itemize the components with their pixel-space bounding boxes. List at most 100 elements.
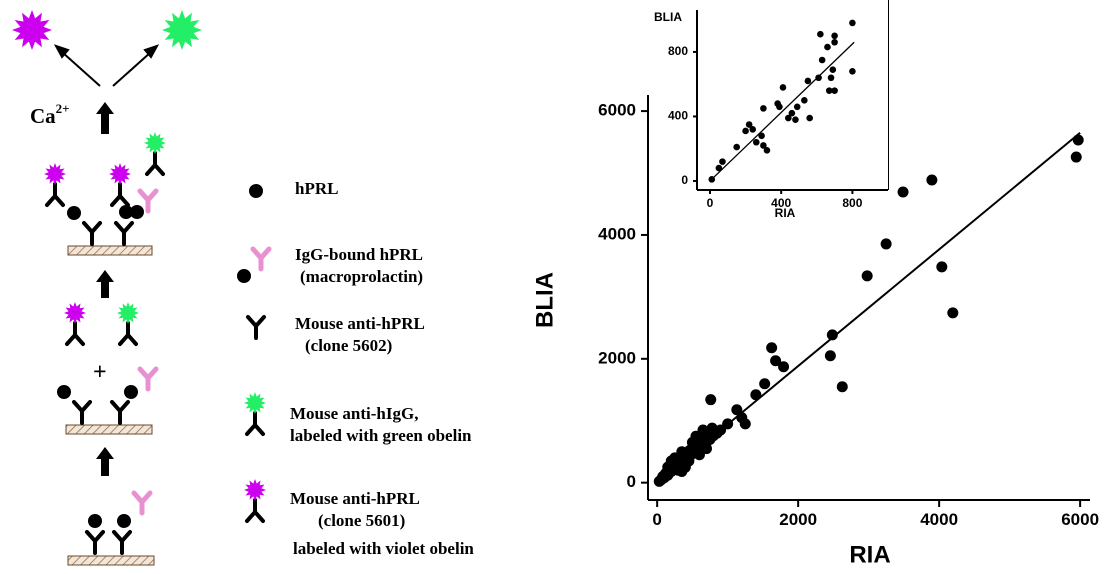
hprl (67, 206, 81, 220)
point (676, 466, 688, 478)
legend-text: labeled with violet obelin (293, 539, 474, 558)
point (785, 114, 792, 122)
obelin-star (244, 392, 266, 414)
point (880, 238, 892, 250)
x-axis-label: RIA (849, 541, 890, 568)
y-axis-label: BLIA (531, 272, 558, 328)
point (742, 127, 749, 135)
point (760, 105, 767, 112)
point (947, 307, 959, 319)
labeled-antibody (145, 151, 165, 176)
ca-text: Ca (30, 104, 56, 128)
ca-charge: 2+ (56, 101, 70, 116)
antibody (110, 400, 130, 425)
point (831, 87, 838, 94)
labeled-antibody (65, 321, 85, 346)
plate (65, 424, 153, 435)
obelin-star (109, 163, 131, 185)
obelin-star (64, 302, 86, 324)
y-tick-label: 2000 (598, 348, 636, 367)
y-tick-label: 400 (668, 109, 688, 123)
point (815, 74, 822, 82)
point (826, 329, 838, 341)
hprl (130, 205, 144, 219)
point (662, 461, 674, 473)
step-arrows (96, 102, 114, 476)
point (701, 443, 713, 455)
antibody (72, 400, 92, 425)
legend-text: (clone 5601) (318, 511, 405, 530)
x-tick-label: 400 (771, 196, 791, 210)
plate (67, 555, 155, 566)
labeled-antibody (110, 182, 130, 207)
point (831, 32, 838, 40)
y-tick-label: 0 (627, 472, 636, 491)
labeled-antibody (245, 498, 265, 523)
point (793, 103, 801, 111)
point (849, 67, 856, 75)
point (936, 261, 948, 273)
legend-text: (macroprolactin) (300, 267, 423, 286)
legend-text: hPRL (295, 179, 338, 198)
point (750, 389, 762, 401)
point (824, 350, 836, 362)
y-axis-label: BLIA (654, 10, 682, 24)
point (861, 270, 873, 282)
y-tick-label: 4000 (598, 224, 636, 243)
legend-text: Mouse anti-hPRL (295, 314, 425, 333)
point (749, 126, 757, 133)
hprl (57, 385, 71, 399)
y-tick-label: 0 (681, 173, 688, 187)
point (759, 378, 771, 390)
trend-line (709, 41, 855, 182)
point (763, 147, 771, 154)
point (825, 87, 833, 94)
point (836, 381, 848, 393)
point (733, 143, 740, 151)
point (1072, 134, 1084, 146)
legend-text: Mouse anti-hPRL (290, 489, 420, 508)
hprl (88, 514, 102, 528)
point (731, 404, 743, 416)
point (849, 19, 856, 27)
x-tick-label: 4000 (920, 510, 958, 529)
point (745, 121, 753, 128)
hprl (237, 269, 251, 283)
point (690, 430, 702, 442)
hprl (249, 184, 263, 198)
point (818, 56, 826, 64)
antibody (114, 221, 134, 246)
point (739, 418, 751, 430)
point (897, 186, 909, 198)
point (806, 114, 813, 122)
legend-text: (clone 5602) (305, 336, 392, 355)
obelin-star (44, 163, 66, 185)
point (788, 109, 796, 117)
x-tick-label: 0 (707, 196, 714, 210)
point (766, 342, 778, 354)
point (1070, 151, 1082, 163)
point (697, 424, 709, 436)
point (778, 361, 790, 373)
y-tick-label: 6000 (598, 101, 636, 120)
igg (131, 490, 153, 516)
point (683, 455, 695, 467)
legend-text: IgG-bound hPRL (295, 245, 423, 264)
plate (67, 245, 153, 256)
point (804, 77, 812, 85)
point (827, 74, 835, 82)
point (817, 30, 824, 38)
labeled-antibody (118, 321, 138, 346)
antibody (246, 315, 266, 340)
point (792, 116, 799, 123)
y-tick-label: 800 (668, 44, 688, 58)
x-tick-label: 0 (652, 510, 661, 529)
point (770, 355, 782, 367)
labeled-antibody (245, 411, 265, 436)
obelin-star (117, 302, 139, 324)
point (693, 449, 705, 461)
point (831, 38, 838, 46)
x-tick-label: 800 (842, 196, 862, 210)
